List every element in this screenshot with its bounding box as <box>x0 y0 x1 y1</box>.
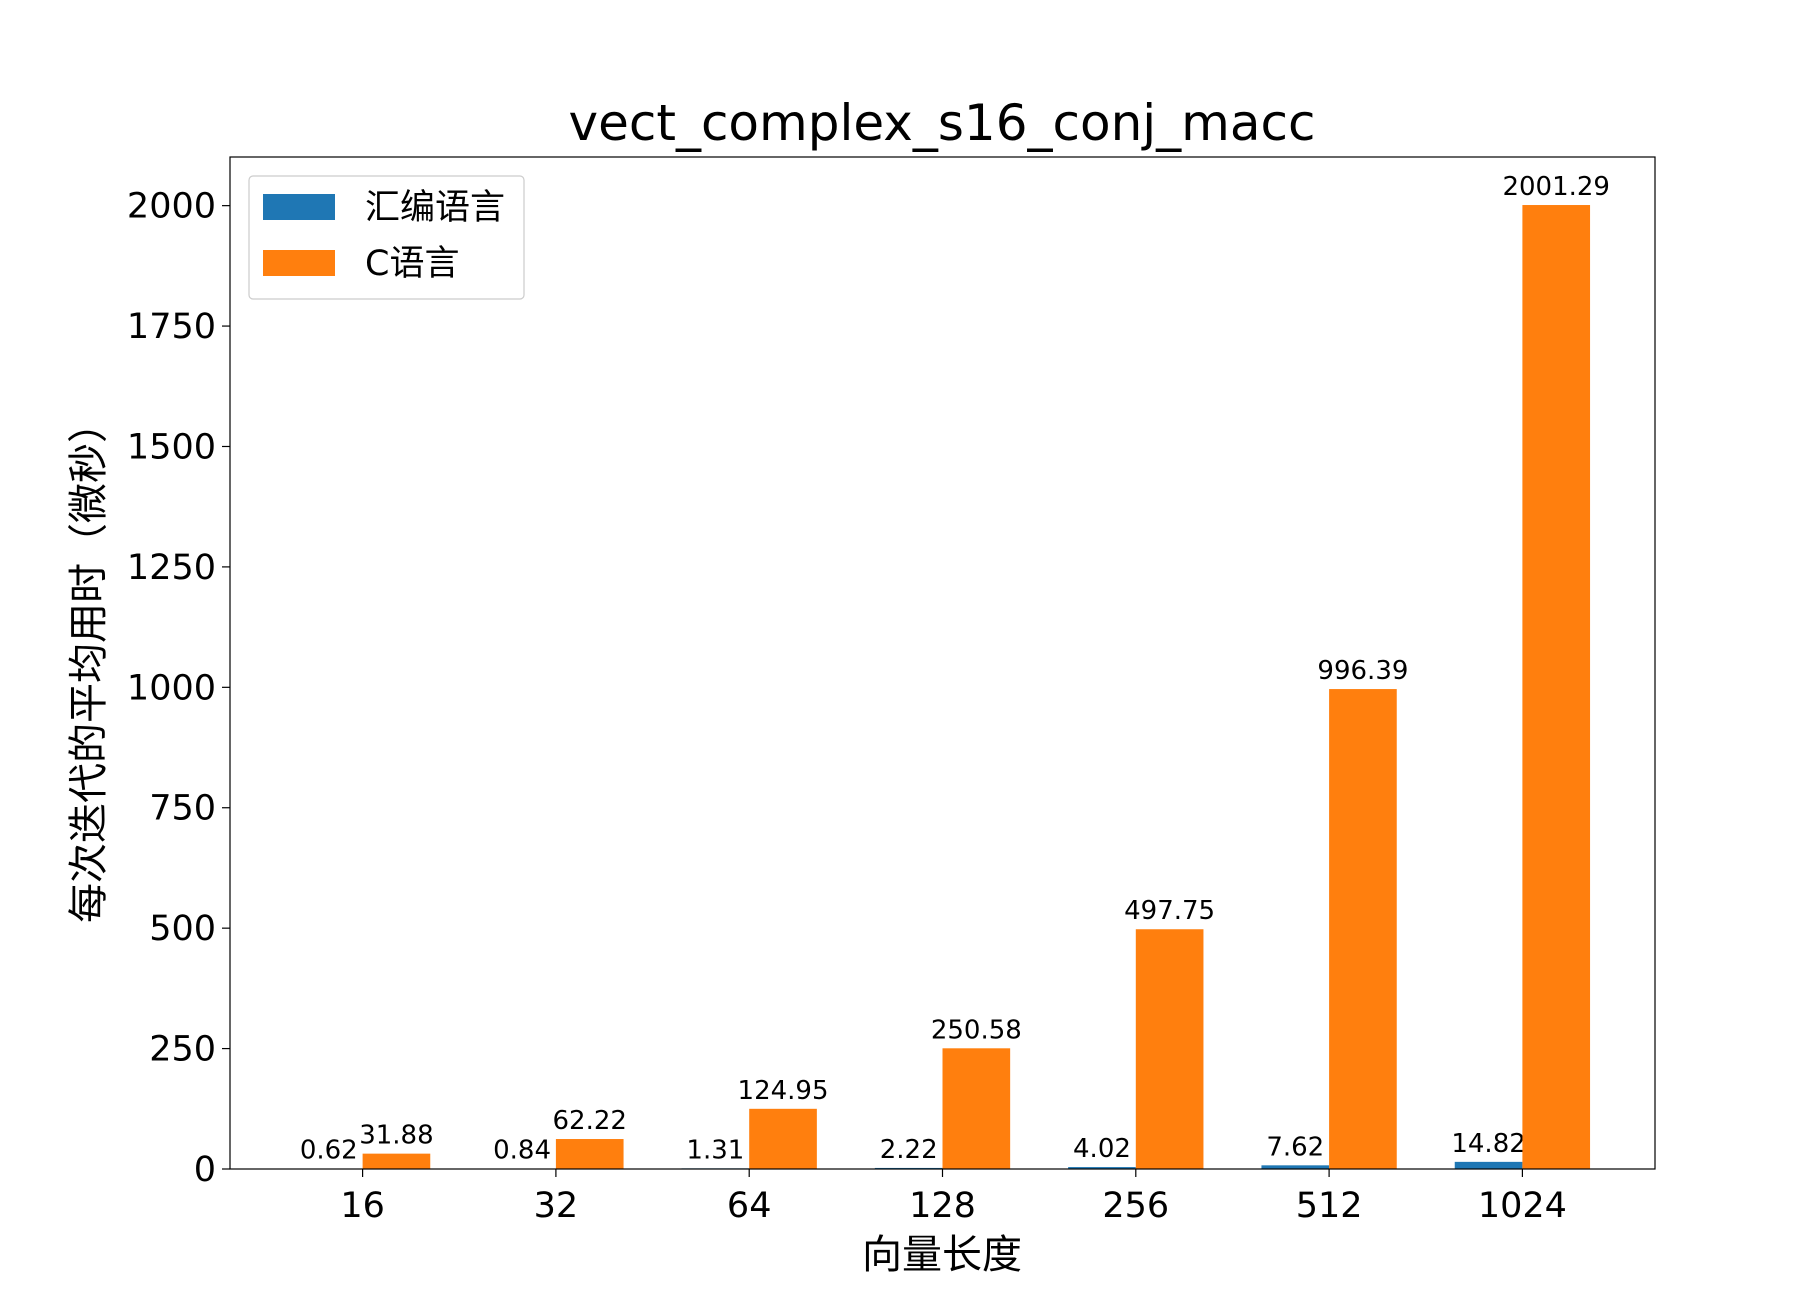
y-tick-label: 0 <box>194 1150 216 1190</box>
legend-label: C语言 <box>365 244 459 284</box>
value-label: 62.22 <box>553 1106 627 1136</box>
bar <box>1261 1165 1330 1169</box>
x-tick-label: 64 <box>727 1186 772 1226</box>
value-label: 1.31 <box>686 1135 744 1165</box>
plot-frame <box>229 156 1656 1170</box>
bar <box>1329 689 1397 1169</box>
x-tick-label: 256 <box>1102 1186 1169 1226</box>
y-tick-label: 750 <box>149 789 216 829</box>
y-tick-label: 1250 <box>127 548 216 588</box>
x-tick-label: 16 <box>340 1186 385 1226</box>
x-axis-label: 向量长度 <box>862 1232 1022 1278</box>
bar <box>1135 929 1204 1169</box>
y-tick-label: 500 <box>149 909 216 949</box>
value-label: 2.22 <box>880 1135 938 1165</box>
value-label: 4.02 <box>1073 1134 1131 1164</box>
legend-swatch <box>263 250 335 276</box>
chart-title: vect_complex_s16_conj_macc <box>569 94 1316 152</box>
value-label: 0.62 <box>300 1136 358 1166</box>
legend-label: 汇编语言 <box>365 188 505 228</box>
y-tick-label: 250 <box>149 1030 216 1070</box>
y-tick-label: 2000 <box>127 187 216 227</box>
bar <box>555 1139 624 1169</box>
value-label: 124.95 <box>738 1076 829 1106</box>
y-tick-label: 1000 <box>127 668 216 708</box>
bar <box>1454 1161 1523 1169</box>
y-tick-label: 1750 <box>127 307 216 347</box>
x-tick-label: 1024 <box>1478 1186 1567 1226</box>
bar <box>942 1048 1011 1169</box>
value-label: 14.82 <box>1451 1129 1525 1159</box>
value-label: 0.84 <box>493 1136 551 1166</box>
value-label: 31.88 <box>359 1121 433 1151</box>
bar <box>749 1108 817 1169</box>
bar <box>362 1153 431 1169</box>
value-label: 250.58 <box>931 1015 1022 1045</box>
bar <box>1522 205 1591 1170</box>
x-tick-label: 32 <box>534 1186 579 1226</box>
value-label: 996.39 <box>1317 656 1408 686</box>
x-tick-label: 512 <box>1296 1186 1363 1226</box>
y-tick-label: 1500 <box>127 427 216 467</box>
y-axis-label: 每次迭代的平均用时（微秒） <box>66 403 112 923</box>
value-label: 497.75 <box>1124 896 1215 926</box>
legend-swatch <box>263 194 335 220</box>
bar <box>1068 1167 1136 1169</box>
x-tick-label: 128 <box>909 1186 976 1226</box>
value-label: 7.62 <box>1266 1132 1324 1162</box>
value-label: 2001.29 <box>1502 172 1610 202</box>
